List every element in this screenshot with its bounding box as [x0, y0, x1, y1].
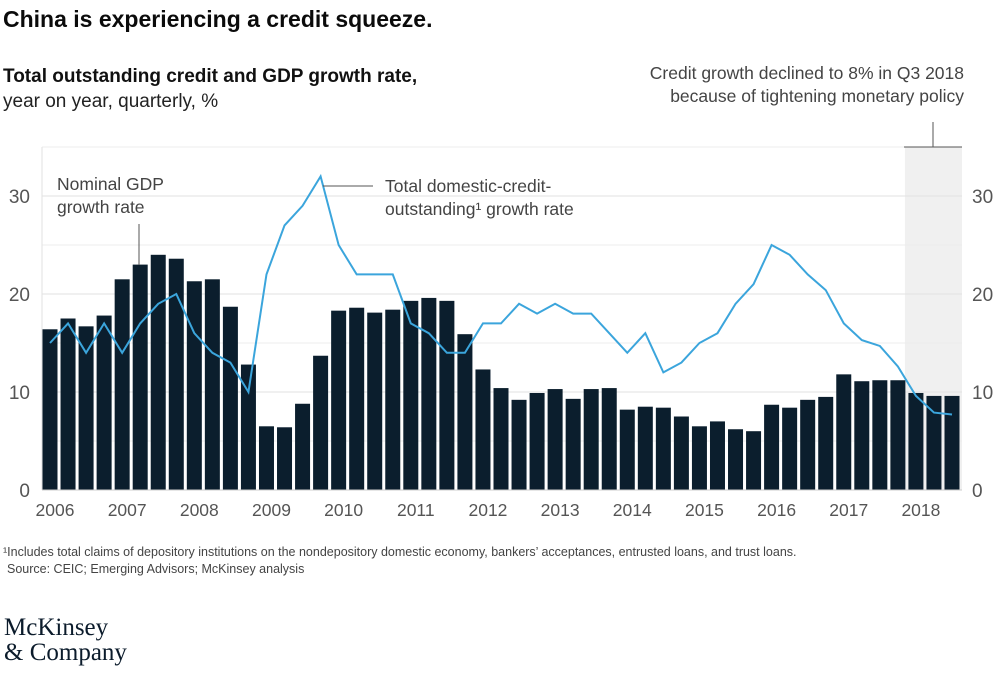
x-tick-label: 2015	[685, 500, 724, 520]
footnote: ¹Includes total claims of depository ins…	[3, 545, 797, 559]
gdp-bar	[295, 403, 311, 490]
gdp-bar	[655, 407, 671, 490]
y-tick-label-left: 10	[9, 383, 30, 404]
gdp-bar	[367, 312, 383, 490]
chart: 0 0 10 10 20 20 30 30 2006 2007 2008 2009 2010 2011 20…	[9, 122, 993, 520]
x-tick-label: 2006	[36, 500, 75, 520]
gdp-bar	[204, 279, 220, 490]
gdp-bar	[42, 329, 58, 490]
gdp-bar	[150, 254, 166, 490]
callout-annotation: Credit growth declined to 8% in Q3 2018 …	[650, 62, 964, 108]
credit-growth-line	[49, 173, 953, 416]
gdp-bar	[349, 307, 365, 490]
gdp-bar	[583, 389, 599, 490]
gdp-bar	[403, 300, 419, 490]
gdp-bar	[926, 395, 942, 490]
gdp-bar	[673, 416, 689, 490]
gdp-bar	[728, 429, 744, 490]
gdp-bar	[421, 297, 437, 490]
x-tick-label: 2017	[829, 500, 868, 520]
x-tick-label: 2008	[180, 500, 219, 520]
gdp-bar	[782, 407, 798, 490]
gdp-bar	[854, 381, 870, 490]
y-tick-label-right: 20	[972, 285, 993, 306]
chart-subtitle: year on year, quarterly, %	[3, 91, 219, 112]
gdp-bar	[222, 306, 238, 490]
x-tick-label: 2016	[757, 500, 796, 520]
gdp-bar	[908, 392, 924, 490]
gdp-bar	[168, 258, 184, 490]
chart-subtitle-bold: Total outstanding credit and GDP growth …	[3, 66, 418, 87]
gdp-bar	[764, 404, 780, 490]
gdp-bar	[313, 355, 329, 490]
gdp-bar	[529, 392, 545, 490]
logo-line: & Company	[4, 639, 127, 666]
y-tick-label-left: 30	[9, 187, 30, 208]
y-tick-label-left: 20	[9, 285, 30, 306]
gdp-bar	[96, 315, 112, 490]
gdp-bar	[331, 310, 347, 490]
callout-line: Credit growth declined to 8% in Q3 2018	[649, 63, 964, 83]
gdp-bar	[746, 431, 762, 490]
gdp-bar	[385, 309, 401, 490]
x-tick-label: 2009	[252, 500, 291, 520]
gdp-bar	[475, 369, 491, 490]
page-title: China is experiencing a credit squeeze.	[3, 6, 433, 32]
x-tick-label: 2010	[324, 500, 363, 520]
gdp-bar	[890, 380, 906, 490]
gdp-bar	[836, 374, 852, 490]
gdp-bar	[818, 396, 834, 490]
x-tick-label: 2018	[901, 500, 940, 520]
callout-line: because of tightening monetary policy	[670, 86, 964, 106]
y-tick-label-right: 30	[972, 187, 993, 208]
gdp-bar	[691, 426, 707, 490]
gdp-bar	[258, 426, 274, 490]
gdp-bar	[60, 318, 76, 490]
y-tick-label-left: 0	[19, 481, 30, 502]
gdp-series-label: growth rate	[57, 197, 145, 217]
gdp-bar	[240, 364, 256, 490]
x-tick-label: 2014	[613, 500, 652, 520]
x-tick-label: 2012	[468, 500, 507, 520]
gdp-bar	[944, 395, 960, 490]
gdp-bar	[601, 388, 617, 490]
gdp-bar	[78, 326, 94, 490]
logo-line: McKinsey	[4, 614, 109, 641]
gdp-bar	[872, 380, 888, 490]
gdp-bar	[186, 281, 202, 490]
gdp-bar	[439, 300, 455, 490]
gdp-bar	[637, 406, 653, 490]
gdp-bar	[114, 279, 130, 490]
gdp-bar	[493, 388, 509, 490]
gdp-series-label: Nominal GDP	[57, 174, 164, 194]
credit-series-label: Total domestic-credit-	[385, 176, 551, 196]
gdp-bar	[709, 421, 725, 490]
x-tick-label: 2011	[397, 500, 435, 520]
gdp-bar	[619, 409, 635, 490]
gdp-bar	[511, 399, 527, 490]
credit-series-label: outstanding¹ growth rate	[385, 199, 574, 219]
source-note: Source: CEIC; Emerging Advisors; McKinse…	[7, 562, 305, 576]
y-tick-label-right: 0	[972, 481, 983, 502]
gdp-bar	[547, 389, 563, 490]
gdp-bar	[277, 427, 293, 490]
x-tick-label: 2007	[108, 500, 147, 520]
gdp-bar	[565, 398, 581, 490]
mckinsey-logo: McKinsey & Company	[4, 615, 127, 665]
gdp-bar	[132, 264, 148, 490]
gdp-bar	[457, 334, 473, 490]
x-tick-label: 2013	[541, 500, 580, 520]
gdp-bar	[800, 399, 816, 490]
y-tick-label-right: 10	[972, 383, 993, 404]
